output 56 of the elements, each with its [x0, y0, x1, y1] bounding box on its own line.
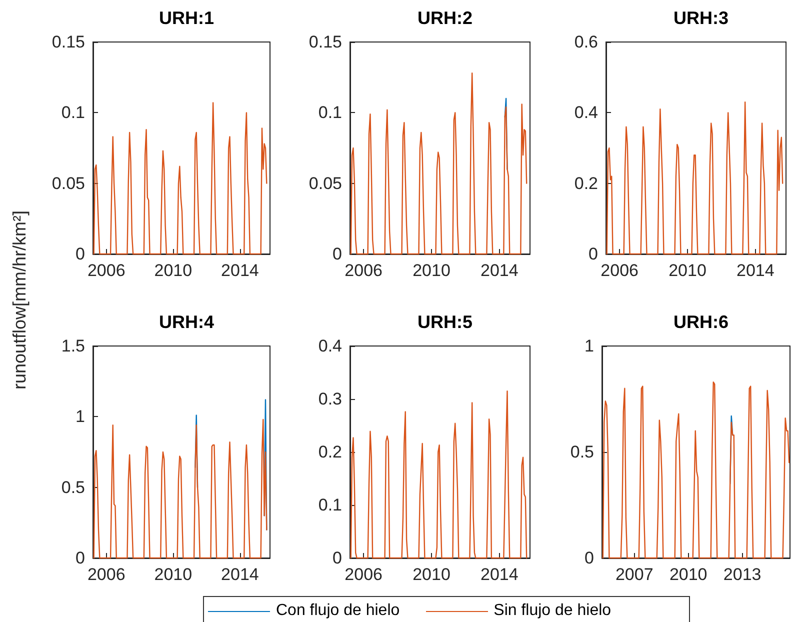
x-tick-label: 2006	[344, 565, 382, 584]
y-tick-label: 0.2	[574, 174, 598, 193]
y-axis-title: runoutflow[mm/hr/km²]	[10, 210, 30, 390]
y-tick-label: 0.5	[61, 478, 85, 497]
x-tick-label: 2010	[668, 261, 706, 280]
x-tick-label: 2006	[87, 261, 126, 280]
y-tick-label: 0.15	[52, 32, 85, 52]
y-tick-label: 0.4	[574, 103, 598, 122]
x-tick-label: 2007	[615, 565, 654, 584]
legend-label: Sin flujo de hielo	[494, 602, 612, 620]
y-tick-label: 0.6	[574, 32, 598, 52]
y-tick-label: 0.4	[318, 336, 342, 356]
x-tick-label: 2006	[87, 565, 126, 584]
y-tick-label: 1	[76, 407, 85, 426]
x-tick-label: 2010	[412, 565, 450, 584]
x-tick-label: 2010	[412, 261, 450, 280]
y-tick-label: 0.2	[318, 442, 342, 462]
line-series	[93, 102, 268, 255]
y-tick-label: 0.5	[570, 442, 594, 462]
x-tick-label: 2006	[344, 261, 382, 280]
chart-title: URH:6	[673, 312, 729, 332]
x-tick-label: 2014	[221, 565, 259, 584]
line-series	[350, 390, 528, 559]
line-series	[606, 101, 784, 255]
chart-title: URH:1	[158, 8, 214, 28]
x-tick-label: 2013	[723, 565, 762, 584]
x-tick-label: 2010	[669, 565, 708, 584]
y-tick-label: 0	[76, 244, 85, 264]
y-tick-label: 0.15	[308, 32, 342, 52]
x-tick-label: 2014	[221, 261, 259, 280]
y-tick-label: 0.1	[318, 103, 342, 122]
line-series	[93, 418, 268, 559]
y-tick-label: 0.05	[52, 174, 85, 193]
y-tick-label: 0.05	[308, 174, 342, 193]
y-tick-label: 0.3	[318, 390, 342, 408]
y-tick-label: 1	[584, 336, 594, 356]
x-tick-label: 2014	[480, 261, 518, 280]
y-tick-label: 0	[584, 548, 594, 568]
x-tick-label: 2014	[736, 261, 774, 280]
x-tick-label: 2010	[154, 261, 192, 280]
y-tick-label: 0	[332, 244, 342, 264]
y-tick-label: 0.1	[61, 103, 85, 122]
y-tick-label: 0	[76, 548, 85, 568]
x-tick-label: 2014	[480, 565, 518, 584]
x-tick-label: 2006	[600, 261, 638, 280]
y-tick-label: 0	[332, 548, 342, 568]
chart-title: URH:3	[673, 8, 729, 28]
legend-label: Con flujo de hielo	[276, 602, 400, 620]
chart-title: URH:4	[158, 312, 214, 332]
line-series	[350, 72, 528, 255]
chart-title: URH:5	[417, 312, 473, 332]
y-tick-label: 1.5	[61, 336, 85, 356]
x-tick-label: 2010	[154, 565, 192, 584]
y-tick-label: 0	[588, 244, 598, 264]
y-tick-label: 0.1	[318, 496, 342, 514]
chart-title: URH:2	[417, 8, 473, 28]
